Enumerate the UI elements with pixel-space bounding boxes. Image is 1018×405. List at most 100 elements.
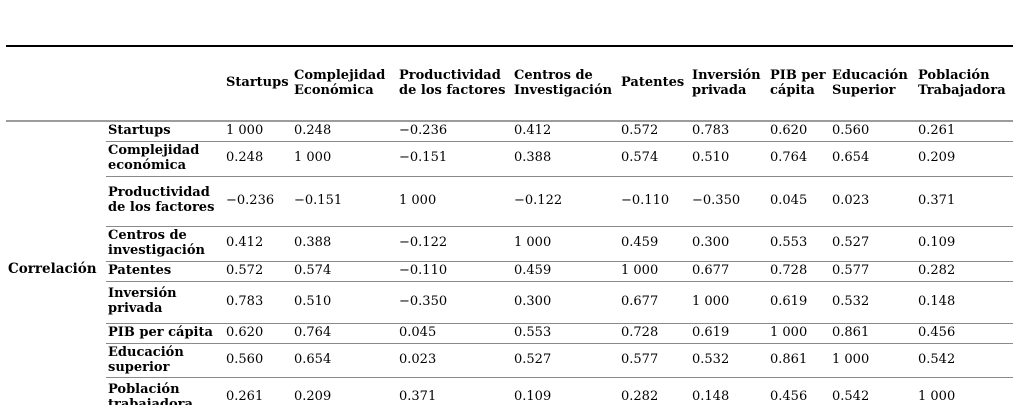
data-cell: −0.122 bbox=[397, 226, 512, 262]
data-cell: 0.456 bbox=[916, 323, 1013, 344]
data-cell: 0.023 bbox=[830, 176, 916, 227]
column-header-patentes: Patentes bbox=[619, 46, 690, 122]
data-cell: 0.560 bbox=[830, 121, 916, 142]
data-cell: 0.574 bbox=[292, 261, 397, 282]
column-header-centros-investigacion: Centros de Investigación bbox=[512, 46, 619, 122]
data-cell: 0.248 bbox=[292, 121, 397, 142]
data-cell: −0.151 bbox=[292, 176, 397, 227]
data-cell: 0.553 bbox=[512, 323, 619, 344]
data-cell: 0.148 bbox=[916, 281, 1013, 324]
data-cell: 0.148 bbox=[692, 389, 730, 405]
column-header-educacion-superior: Educación Superior bbox=[830, 46, 916, 122]
row-label-pib-per-capita: PIB per cápita bbox=[106, 323, 224, 344]
data-cell: 0.209 bbox=[294, 389, 332, 405]
data-cell: 0.459 bbox=[619, 226, 690, 262]
data-cell: 0.371 bbox=[916, 176, 1013, 227]
data-cell: 0.560 bbox=[224, 343, 292, 379]
data-cell: 0.532 bbox=[690, 343, 768, 379]
data-cell: 1 000 bbox=[619, 261, 690, 282]
row-label-patentes: Patentes bbox=[106, 261, 224, 282]
row-label-centros-investigacion: Centros de investigación bbox=[106, 226, 224, 262]
table-row: Patentes 0.572 0.574 −0.110 0.459 1 000 … bbox=[6, 261, 1013, 282]
correlation-table: Startups Complejidad Económica Productiv… bbox=[6, 45, 1013, 405]
data-cell: 0.577 bbox=[619, 343, 690, 379]
header-spacer-rowlabels bbox=[106, 46, 224, 122]
data-cell: 0.728 bbox=[619, 323, 690, 344]
table-row: PIB per cápita 0.620 0.764 0.045 0.553 0… bbox=[6, 323, 1013, 344]
data-cell: 1 000 bbox=[768, 323, 830, 344]
data-cell: 0.577 bbox=[830, 261, 916, 282]
data-cell: −0.350 bbox=[690, 176, 768, 227]
data-cell: 0.109 bbox=[514, 389, 552, 405]
table-row: Centros de investigación 0.412 0.388 −0.… bbox=[6, 226, 1013, 262]
data-cell: −0.350 bbox=[397, 281, 512, 324]
data-cell: 0.553 bbox=[768, 226, 830, 262]
data-cell: 0.388 bbox=[292, 226, 397, 262]
stub-label-correlacion: Correlación bbox=[8, 260, 97, 277]
data-cell: 0.412 bbox=[512, 121, 619, 142]
data-cell: 0.764 bbox=[292, 323, 397, 344]
row-label-complejidad-economica: Complejidad económica bbox=[106, 141, 224, 177]
data-cell: 0.510 bbox=[690, 141, 768, 177]
data-cell: 0.527 bbox=[830, 226, 916, 262]
data-cell: 1 000 bbox=[292, 141, 397, 177]
column-header-poblacion-trabajadora: Población Trabajadora bbox=[916, 46, 1013, 122]
data-cell: 0.654 bbox=[292, 343, 397, 379]
data-cell: 0.510 bbox=[292, 281, 397, 324]
data-cell: 0.456 bbox=[770, 389, 808, 405]
column-header-productividad-factores: Productividad de los factores bbox=[397, 46, 512, 122]
data-cell: 0.045 bbox=[397, 323, 512, 344]
column-header-startups: Startups bbox=[224, 46, 292, 122]
data-cell: 1 000 bbox=[690, 281, 768, 324]
data-cell: 0.542 bbox=[832, 389, 870, 405]
data-cell: 0.677 bbox=[690, 261, 768, 282]
data-cell: −0.110 bbox=[397, 261, 512, 282]
data-cell: −0.151 bbox=[397, 141, 512, 177]
data-cell: 1 000 bbox=[512, 226, 619, 262]
data-cell: 0.574 bbox=[619, 141, 690, 177]
header-spacer-stub bbox=[6, 46, 106, 122]
data-cell: 0.527 bbox=[512, 343, 619, 379]
data-cell: 0.282 bbox=[916, 261, 1013, 282]
row-label-startups: Startups bbox=[106, 121, 224, 142]
table-row: Correlación Startups 1 000 0.248 −0.236 … bbox=[6, 121, 1013, 276]
data-cell: 0.764 bbox=[768, 141, 830, 177]
data-cell: 0.261 bbox=[916, 121, 1013, 142]
row-label-educacion-superior: Educación superior bbox=[106, 343, 224, 379]
data-cell: 1 000 bbox=[224, 121, 292, 142]
data-cell: 0.371 bbox=[399, 389, 437, 405]
data-cell: 0.261 bbox=[226, 389, 264, 405]
table-row: Complejidad económica 0.248 1 000 −0.151… bbox=[6, 141, 1013, 177]
table-row: Población trabajadora 0.261 0.209 0.371 … bbox=[6, 378, 1013, 405]
data-cell: 0.572 bbox=[224, 261, 292, 282]
data-cell: −0.110 bbox=[619, 176, 690, 227]
data-cell: 0.783 bbox=[224, 281, 292, 324]
data-cell: −0.236 bbox=[224, 176, 292, 227]
column-header-complejidad-economica: Complejidad Económica bbox=[292, 46, 397, 122]
row-label-inversion-privada: Inversión privada bbox=[106, 281, 224, 324]
data-cell: 0.388 bbox=[512, 141, 619, 177]
data-cell: 0.861 bbox=[830, 323, 916, 344]
data-cell: 0.300 bbox=[690, 226, 768, 262]
data-cell: 0.248 bbox=[224, 141, 292, 177]
data-cell: 0.620 bbox=[768, 121, 830, 142]
data-cell: 0.728 bbox=[768, 261, 830, 282]
data-cell: 0.045 bbox=[768, 176, 830, 227]
data-cell: 0.023 bbox=[397, 343, 512, 379]
table-header-row: Startups Complejidad Económica Productiv… bbox=[6, 46, 1013, 122]
data-cell: 0.619 bbox=[768, 281, 830, 324]
data-cell: 0.677 bbox=[619, 281, 690, 324]
data-cell: 0.459 bbox=[512, 261, 619, 282]
data-cell: −0.122 bbox=[512, 176, 619, 227]
data-cell: 0.572 bbox=[619, 121, 690, 142]
data-cell: 0.654 bbox=[830, 141, 916, 177]
column-header-pib-per-capita: PIB per cápita bbox=[768, 46, 830, 122]
data-cell: 0.109 bbox=[916, 226, 1013, 262]
data-cell: 0.300 bbox=[512, 281, 619, 324]
column-header-inversion-privada: Inversión privada bbox=[690, 46, 768, 122]
data-cell: 0.620 bbox=[224, 323, 292, 344]
data-cell: −0.236 bbox=[397, 121, 512, 142]
data-cell: 0.412 bbox=[224, 226, 292, 262]
data-cell: 1 000 bbox=[830, 343, 916, 379]
